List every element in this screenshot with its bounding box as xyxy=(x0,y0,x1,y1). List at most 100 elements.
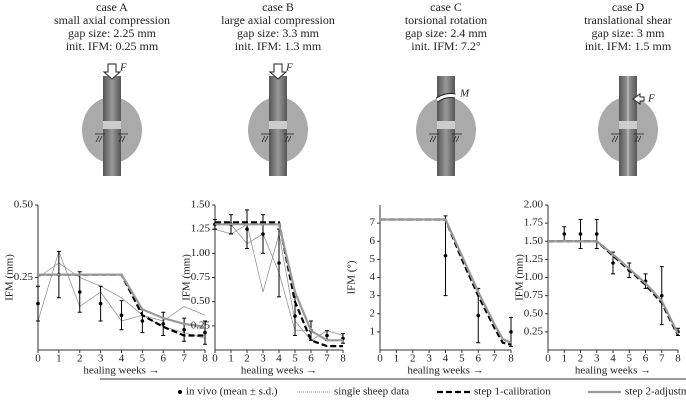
y-tick-label: 1.00 xyxy=(191,247,211,259)
model-line xyxy=(380,218,512,344)
y-tick-label: 1.00 xyxy=(524,271,544,283)
y-axis-label: IFM (°) xyxy=(346,260,358,294)
x-tick-label: 3 xyxy=(594,353,600,365)
x-tick-label: 0 xyxy=(35,353,41,365)
model-line xyxy=(215,223,343,342)
mean-point xyxy=(98,301,103,306)
x-tick-label: 8 xyxy=(508,353,514,365)
case-title: case C xyxy=(430,0,462,14)
case-title: case D xyxy=(612,0,645,14)
fixator-marks xyxy=(261,133,294,143)
y-tick-label: 3 xyxy=(370,289,376,301)
case-line: gap size: 2.25 mm xyxy=(68,26,157,40)
case-line: translational shear xyxy=(584,13,672,27)
sheep-line xyxy=(37,262,206,339)
load-label: F xyxy=(647,93,655,105)
fracture-gap xyxy=(437,121,455,129)
model-line xyxy=(38,273,206,328)
fracture-gap xyxy=(103,121,121,129)
mean-point xyxy=(476,313,481,318)
x-tick-label: 4 xyxy=(276,353,282,365)
x-tick-label: 1 xyxy=(394,353,400,365)
y-tick-label: 1.50 xyxy=(524,235,544,247)
mean-point xyxy=(594,232,599,236)
x-tick-label: 0 xyxy=(545,353,551,365)
mean-point xyxy=(203,330,207,335)
case-line: init. IFM: 0.25 mm xyxy=(66,39,159,53)
load-label: F xyxy=(285,62,293,74)
x-tick-label: 7 xyxy=(181,353,187,365)
y-tick-label: 0.25 xyxy=(14,271,34,283)
y-tick-label: 6 xyxy=(370,235,376,247)
mean-point xyxy=(659,293,664,298)
load-arrow xyxy=(102,63,122,80)
y-tick-label: 7 xyxy=(370,217,376,229)
legend-label: step 1-calibration xyxy=(474,386,551,398)
mean-point xyxy=(77,290,82,294)
model-line xyxy=(215,221,343,348)
x-tick-label: 3 xyxy=(426,353,432,365)
bone-diagram: M xyxy=(416,76,476,176)
mean-point xyxy=(611,261,615,265)
x-tick-label: 6 xyxy=(308,353,314,365)
case-line: init. IFM: 1.5 mm xyxy=(585,39,672,53)
load-arrow xyxy=(632,93,645,105)
load-label: M xyxy=(459,88,470,100)
x-axis-label: healing weeks → xyxy=(83,365,159,377)
y-tick-label: 1.75 xyxy=(524,217,544,229)
x-tick-label: 4 xyxy=(610,353,616,365)
fixator-marks xyxy=(95,133,128,143)
mean-point xyxy=(509,330,513,334)
x-tick-label: 4 xyxy=(119,353,125,365)
x-tick-label: 1 xyxy=(562,353,568,365)
y-tick-label: 0.25 xyxy=(524,325,544,337)
x-tick-label: 1 xyxy=(228,353,234,365)
x-axis-label: healing weeks → xyxy=(575,365,651,377)
legend-label: single sheep data xyxy=(334,386,409,398)
x-tick-label: 6 xyxy=(161,353,167,365)
x-tick-label: 2 xyxy=(244,353,250,365)
fracture-gap xyxy=(269,121,287,129)
y-axis-label: IFM (mm) xyxy=(4,254,16,301)
legend-label: step 2-adjustment xyxy=(625,386,686,398)
x-tick-label: 4 xyxy=(443,353,449,365)
x-tick-label: 5 xyxy=(459,353,465,365)
case-line: large axial compression xyxy=(221,13,335,27)
x-tick-label: 6 xyxy=(476,353,482,365)
y-tick-label: 1 xyxy=(370,325,376,337)
mean-point xyxy=(443,253,448,258)
y-tick-label: 1.25 xyxy=(524,253,544,265)
load-arrow xyxy=(436,94,456,102)
load-label: F xyxy=(119,62,127,74)
y-tick-label: 0.25 xyxy=(191,319,211,331)
x-tick-label: 2 xyxy=(410,353,416,365)
bone-diagram: F xyxy=(598,76,658,176)
case-line: gap size: 2.4 mm xyxy=(405,26,488,40)
x-tick-label: 5 xyxy=(140,353,146,365)
x-tick-label: 3 xyxy=(98,353,104,365)
mean-point xyxy=(161,322,166,326)
y-tick-label: 0.75 xyxy=(191,271,211,283)
y-tick-label: 1.25 xyxy=(191,223,211,235)
mean-point xyxy=(119,313,124,318)
case-title: case B xyxy=(262,0,294,14)
mean-point xyxy=(245,227,249,231)
mean-point xyxy=(578,232,583,236)
legend-marker xyxy=(178,390,182,394)
case-line: gap size: 3.3 mm xyxy=(237,26,320,40)
x-axis-label: healing weeks → xyxy=(407,365,483,377)
y-tick-label: 0.75 xyxy=(524,289,544,301)
x-tick-label: 2 xyxy=(77,353,83,365)
x-tick-label: 7 xyxy=(492,353,498,365)
x-tick-label: 8 xyxy=(675,353,681,365)
y-axis-label: IFM (mm) xyxy=(514,254,526,301)
x-tick-label: 8 xyxy=(340,353,346,365)
mean-point xyxy=(293,314,297,318)
mean-point xyxy=(277,261,281,265)
x-tick-label: 3 xyxy=(260,353,266,365)
x-tick-label: 1 xyxy=(56,353,62,365)
case-line: torsional rotation xyxy=(405,13,487,27)
mean-point xyxy=(140,319,145,323)
mean-point xyxy=(261,232,265,236)
